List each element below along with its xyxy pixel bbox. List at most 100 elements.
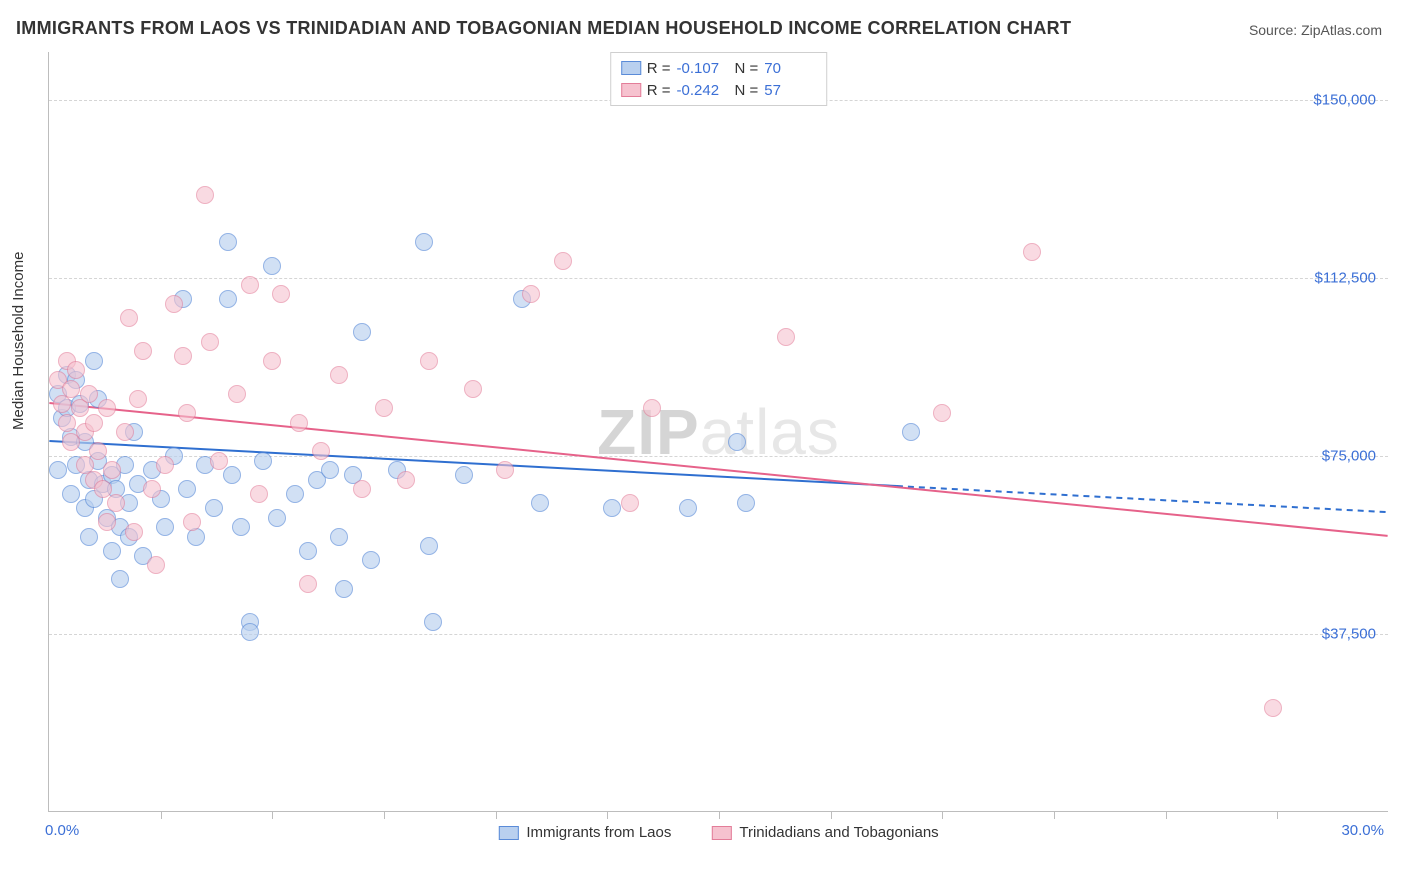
point-trinidad bbox=[80, 385, 98, 403]
point-trinidad bbox=[464, 380, 482, 398]
point-trinidad bbox=[147, 556, 165, 574]
y-tick-label: $112,500 bbox=[1315, 269, 1376, 286]
point-trinidad bbox=[67, 361, 85, 379]
watermark: ZIPatlas bbox=[597, 395, 840, 469]
legend-item-laos: Immigrants from Laos bbox=[498, 824, 671, 841]
point-trinidad bbox=[228, 385, 246, 403]
legend-item-trinidad: Trinidadians and Tobagonians bbox=[711, 824, 938, 841]
point-laos bbox=[263, 257, 281, 275]
point-trinidad bbox=[94, 480, 112, 498]
x-tick bbox=[384, 811, 385, 819]
point-laos bbox=[49, 461, 67, 479]
point-laos bbox=[219, 233, 237, 251]
point-trinidad bbox=[263, 352, 281, 370]
point-trinidad bbox=[397, 471, 415, 489]
legend-r-value-trinidad: -0.242 bbox=[677, 82, 729, 99]
point-laos bbox=[62, 485, 80, 503]
point-laos bbox=[232, 518, 250, 536]
legend-row-trinidad: R = -0.242 N = 57 bbox=[621, 79, 817, 101]
point-laos bbox=[353, 323, 371, 341]
point-trinidad bbox=[330, 366, 348, 384]
legend-label-laos: Immigrants from Laos bbox=[526, 824, 671, 841]
point-trinidad bbox=[1264, 699, 1282, 717]
point-laos bbox=[728, 433, 746, 451]
legend-n-label: N = bbox=[735, 60, 759, 77]
point-trinidad bbox=[174, 347, 192, 365]
point-trinidad bbox=[134, 342, 152, 360]
point-trinidad bbox=[1023, 243, 1041, 261]
legend-swatch-trinidad bbox=[711, 826, 731, 840]
point-trinidad bbox=[89, 442, 107, 460]
x-axis-max-label: 30.0% bbox=[1341, 822, 1384, 839]
legend-r-label: R = bbox=[647, 82, 671, 99]
point-trinidad bbox=[290, 414, 308, 432]
legend-label-trinidad: Trinidadians and Tobagonians bbox=[739, 824, 938, 841]
legend-swatch-laos bbox=[498, 826, 518, 840]
legend-r-value-laos: -0.107 bbox=[677, 60, 729, 77]
point-trinidad bbox=[621, 494, 639, 512]
y-tick-label: $37,500 bbox=[1322, 625, 1376, 642]
point-laos bbox=[330, 528, 348, 546]
point-trinidad bbox=[201, 333, 219, 351]
x-tick bbox=[719, 811, 720, 819]
point-laos bbox=[415, 233, 433, 251]
point-laos bbox=[85, 352, 103, 370]
point-trinidad bbox=[933, 404, 951, 422]
point-trinidad bbox=[85, 414, 103, 432]
legend-r-label: R = bbox=[647, 60, 671, 77]
point-trinidad bbox=[643, 399, 661, 417]
point-trinidad bbox=[116, 423, 134, 441]
series-legend: Immigrants from Laos Trinidadians and To… bbox=[498, 824, 938, 841]
point-laos bbox=[424, 613, 442, 631]
point-trinidad bbox=[522, 285, 540, 303]
legend-n-value-trinidad: 57 bbox=[764, 82, 816, 99]
point-trinidad bbox=[125, 523, 143, 541]
point-trinidad bbox=[250, 485, 268, 503]
point-laos bbox=[299, 542, 317, 560]
point-laos bbox=[531, 494, 549, 512]
legend-swatch-laos bbox=[621, 61, 641, 75]
chart-title: IMMIGRANTS FROM LAOS VS TRINIDADIAN AND … bbox=[16, 18, 1071, 39]
x-axis-min-label: 0.0% bbox=[45, 822, 79, 839]
point-laos bbox=[737, 494, 755, 512]
point-trinidad bbox=[98, 513, 116, 531]
point-laos bbox=[362, 551, 380, 569]
x-tick bbox=[1277, 811, 1278, 819]
source-attribution: Source: ZipAtlas.com bbox=[1249, 22, 1382, 38]
gridline bbox=[49, 456, 1388, 457]
point-laos bbox=[420, 537, 438, 555]
point-trinidad bbox=[107, 494, 125, 512]
x-tick bbox=[831, 811, 832, 819]
point-trinidad bbox=[58, 414, 76, 432]
point-laos bbox=[223, 466, 241, 484]
point-laos bbox=[80, 528, 98, 546]
legend-n-value-laos: 70 bbox=[764, 60, 816, 77]
point-laos bbox=[335, 580, 353, 598]
point-laos bbox=[679, 499, 697, 517]
scatter-chart: ZIPatlas R = -0.107 N = 70 R = -0.242 N … bbox=[48, 52, 1388, 812]
trend-lines-layer bbox=[49, 52, 1388, 811]
point-trinidad bbox=[178, 404, 196, 422]
legend-swatch-trinidad bbox=[621, 83, 641, 97]
point-trinidad bbox=[312, 442, 330, 460]
point-trinidad bbox=[103, 461, 121, 479]
x-tick bbox=[607, 811, 608, 819]
x-tick bbox=[272, 811, 273, 819]
point-trinidad bbox=[554, 252, 572, 270]
point-trinidad bbox=[375, 399, 393, 417]
point-trinidad bbox=[129, 390, 147, 408]
point-laos bbox=[603, 499, 621, 517]
x-tick bbox=[1166, 811, 1167, 819]
point-trinidad bbox=[196, 186, 214, 204]
point-trinidad bbox=[156, 456, 174, 474]
y-axis-label: Median Household Income bbox=[10, 252, 27, 430]
point-trinidad bbox=[241, 276, 259, 294]
point-trinidad bbox=[496, 461, 514, 479]
point-laos bbox=[321, 461, 339, 479]
x-tick bbox=[1054, 811, 1055, 819]
point-trinidad bbox=[420, 352, 438, 370]
point-laos bbox=[268, 509, 286, 527]
trend-line-trinidad bbox=[49, 403, 1387, 536]
x-tick bbox=[942, 811, 943, 819]
point-trinidad bbox=[272, 285, 290, 303]
